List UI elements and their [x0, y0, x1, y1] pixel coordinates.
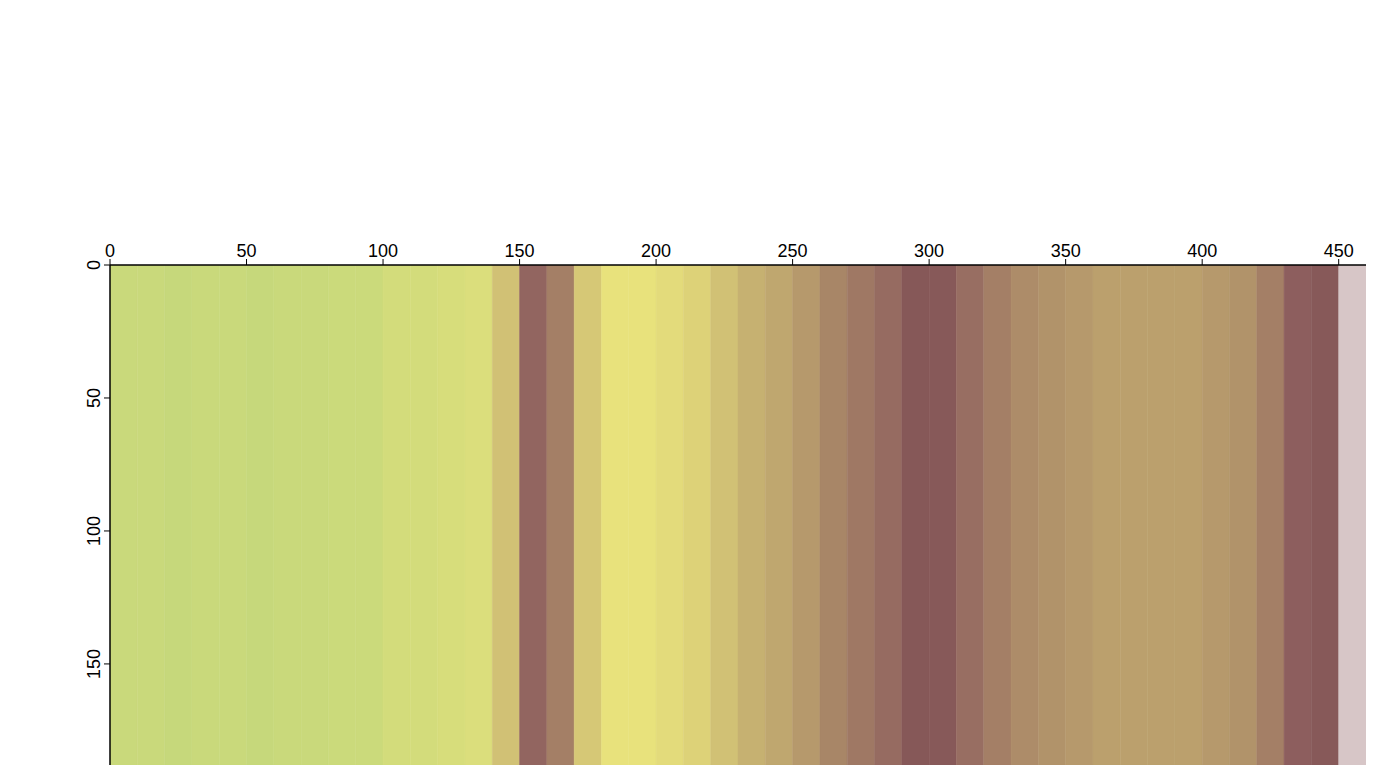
svg-text:0: 0: [105, 241, 115, 261]
svg-text:300: 300: [914, 241, 944, 261]
svg-text:450: 450: [1324, 241, 1354, 261]
svg-text:50: 50: [84, 388, 104, 408]
svg-text:250: 250: [778, 241, 808, 261]
svg-text:0: 0: [84, 260, 104, 270]
svg-text:100: 100: [368, 241, 398, 261]
svg-text:350: 350: [1051, 241, 1081, 261]
svg-text:50: 50: [237, 241, 257, 261]
svg-text:200: 200: [641, 241, 671, 261]
svg-text:150: 150: [505, 241, 535, 261]
svg-text:150: 150: [84, 649, 104, 679]
svg-text:400: 400: [1187, 241, 1217, 261]
svg-text:100: 100: [84, 516, 104, 546]
